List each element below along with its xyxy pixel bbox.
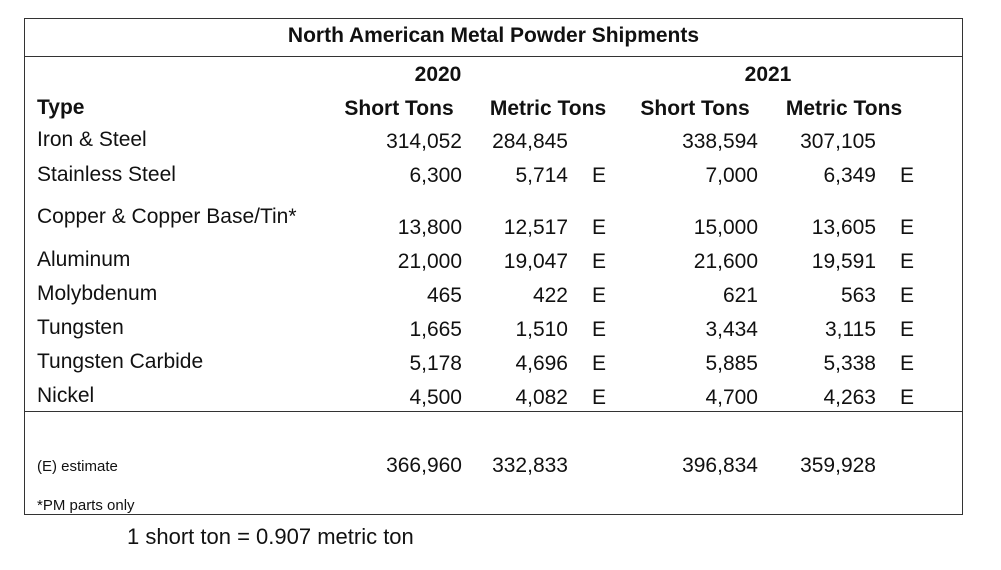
row-short-2021: 15,000: [693, 216, 758, 239]
col-header-metric-2020: Metric Tons: [489, 97, 607, 120]
bottom-divider: [24, 411, 963, 412]
pm-parts-note: *PM parts only: [37, 497, 135, 514]
table-frame: [24, 18, 963, 515]
row-estimate-flag-2021: E: [900, 164, 915, 187]
row-type: Nickel: [37, 384, 95, 407]
row-type: Molybdenum: [37, 282, 158, 305]
row-estimate-flag-2020: E: [592, 284, 607, 307]
row-short-2021: 21,600: [693, 250, 758, 273]
row-estimate-flag-2020: E: [592, 164, 607, 187]
row-short-2020: 13,800: [397, 216, 462, 239]
row-metric-2021: 563: [840, 284, 876, 307]
row-estimate-flag-2021: E: [900, 284, 915, 307]
conversion-note: 1 short ton = 0.907 metric ton: [127, 524, 414, 549]
row-metric-2021: 4,263: [823, 386, 876, 409]
row-type: Copper & Copper Base/Tin*: [37, 205, 297, 228]
row-short-2020: 1,665: [409, 318, 462, 341]
row-metric-2021: 307,105: [800, 130, 876, 153]
total-metric-2021: 359,928: [800, 454, 876, 477]
row-metric-2020: 5,714: [515, 164, 568, 187]
row-metric-2021: 13,605: [811, 216, 876, 239]
total-short-2021: 396,834: [682, 454, 758, 477]
row-type: Tungsten: [37, 316, 124, 339]
title-row: North American Metal Powder Shipments: [24, 18, 963, 57]
row-short-2021: 5,885: [705, 352, 758, 375]
type-header: Type: [37, 96, 85, 119]
row-short-2021: 3,434: [705, 318, 758, 341]
row-short-2020: 314,052: [386, 130, 462, 153]
row-estimate-flag-2021: E: [900, 352, 915, 375]
row-estimate-flag-2021: E: [900, 318, 915, 341]
row-type: Iron & Steel: [37, 128, 147, 151]
row-short-2021: 338,594: [682, 130, 758, 153]
year-2021-header: 2021: [744, 63, 792, 86]
row-short-2020: 465: [426, 284, 462, 307]
row-short-2020: 4,500: [409, 386, 462, 409]
row-metric-2020: 19,047: [503, 250, 568, 273]
row-metric-2020: 284,845: [492, 130, 568, 153]
row-short-2021: 621: [722, 284, 758, 307]
row-type: Stainless Steel: [37, 163, 176, 186]
row-metric-2020: 4,082: [515, 386, 568, 409]
row-metric-2020: 1,510: [515, 318, 568, 341]
row-metric-2021: 3,115: [825, 318, 876, 341]
row-estimate-flag-2021: E: [900, 216, 915, 239]
row-short-2020: 6,300: [409, 164, 462, 187]
row-metric-2020: 12,517: [503, 216, 568, 239]
estimate-note: (E) estimate: [37, 458, 118, 475]
row-estimate-flag-2020: E: [592, 216, 607, 239]
col-header-metric-2021: Metric Tons: [785, 97, 903, 120]
row-short-2020: 5,178: [409, 352, 462, 375]
table-title: North American Metal Powder Shipments: [287, 24, 700, 47]
row-short-2020: 21,000: [397, 250, 462, 273]
row-short-2021: 4,700: [705, 386, 758, 409]
row-metric-2020: 422: [532, 284, 568, 307]
row-metric-2021: 5,338: [823, 352, 876, 375]
row-metric-2021: 19,591: [811, 250, 876, 273]
row-short-2021: 7,000: [705, 164, 758, 187]
col-header-short-2020: Short Tons: [344, 97, 454, 120]
row-estimate-flag-2021: E: [900, 386, 915, 409]
total-short-2020: 366,960: [386, 454, 462, 477]
row-estimate-flag-2020: E: [592, 352, 607, 375]
row-estimate-flag-2020: E: [592, 318, 607, 341]
col-header-short-2021: Short Tons: [640, 97, 750, 120]
year-2020-header: 2020: [414, 63, 462, 86]
total-metric-2020: 332,833: [492, 454, 568, 477]
row-estimate-flag-2020: E: [592, 386, 607, 409]
row-type: Tungsten Carbide: [37, 350, 204, 373]
row-estimate-flag-2020: E: [592, 250, 607, 273]
row-type: Aluminum: [37, 248, 131, 271]
row-estimate-flag-2021: E: [900, 250, 915, 273]
row-metric-2020: 4,696: [515, 352, 568, 375]
row-metric-2021: 6,349: [823, 164, 876, 187]
